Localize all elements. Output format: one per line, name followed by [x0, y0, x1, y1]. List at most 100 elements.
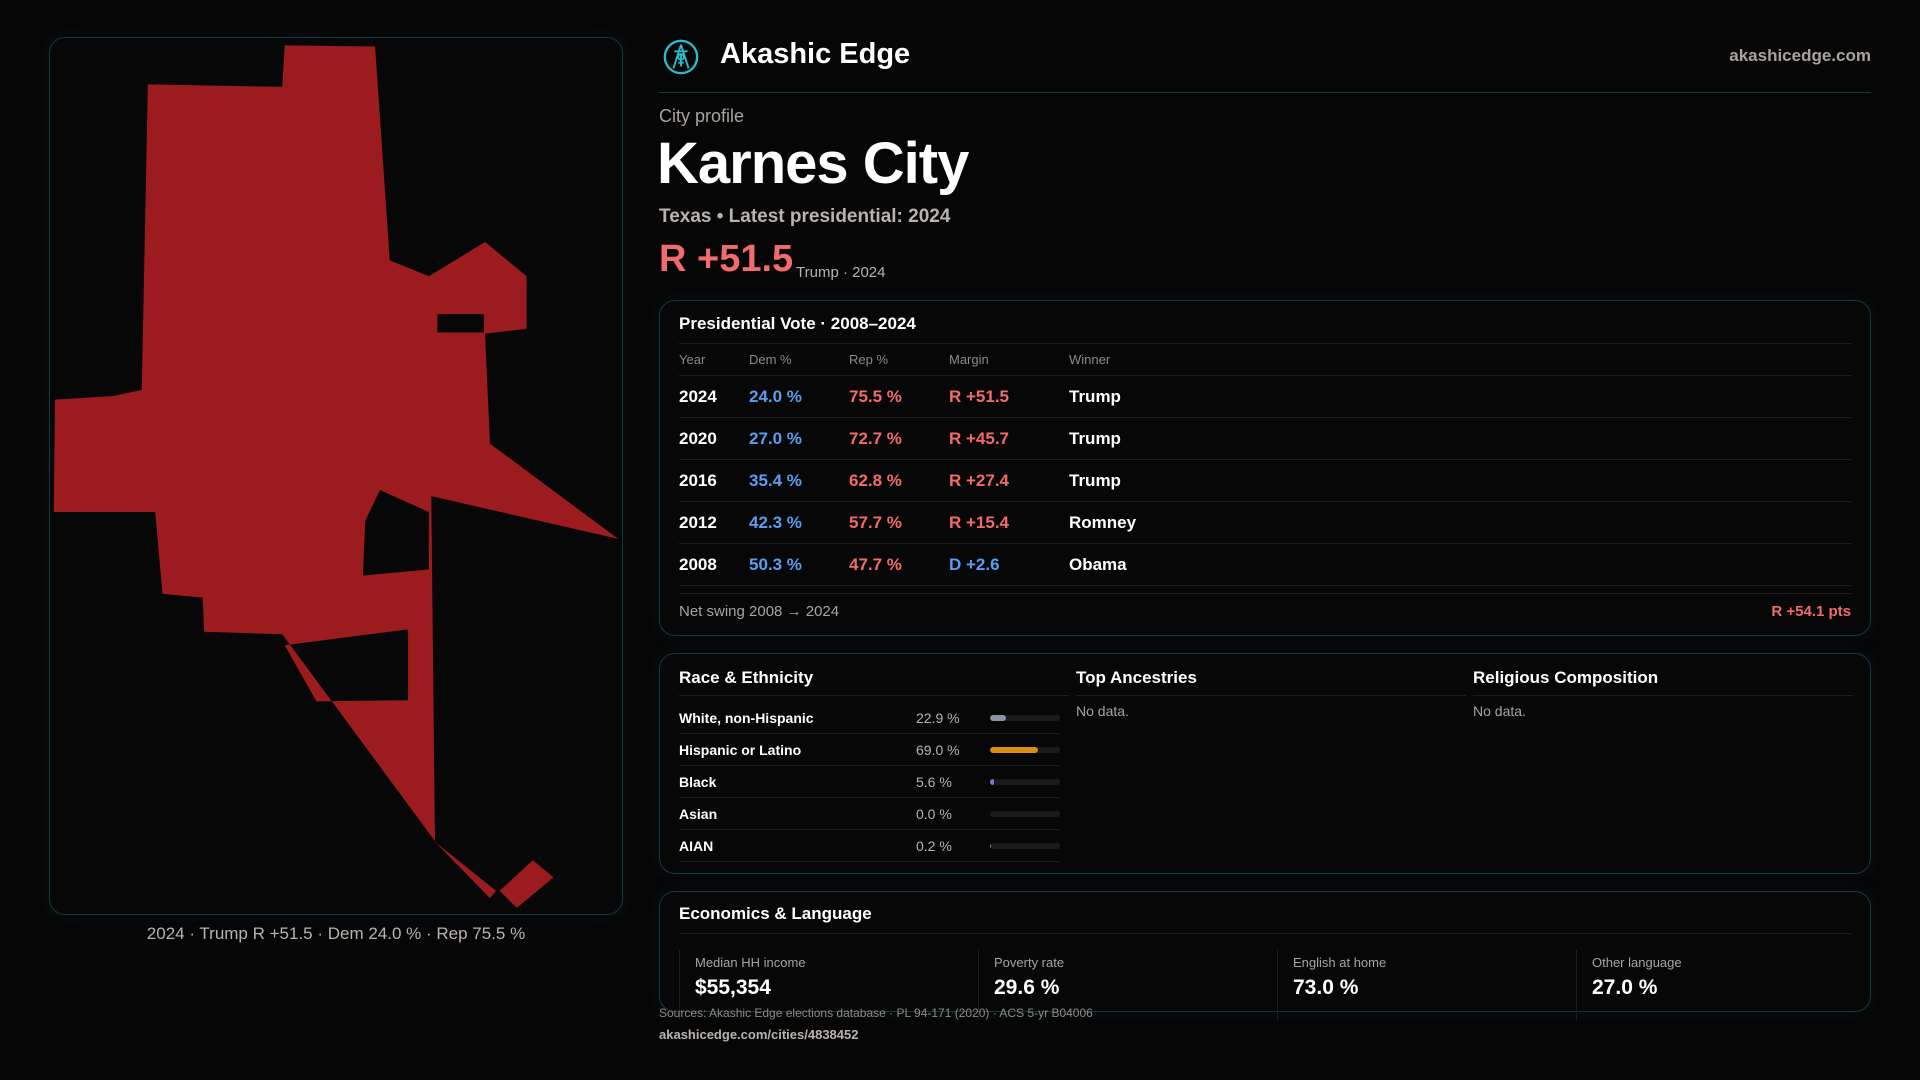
- dem-pct: 50.3 %: [749, 555, 802, 574]
- year: 2024: [679, 387, 717, 406]
- table-header: Year Dem % Rep % Margin Winner: [679, 344, 1851, 376]
- page-subtitle: Texas • Latest presidential: 2024: [659, 206, 951, 227]
- header-divider: [659, 92, 1871, 93]
- rep-pct: 75.5 %: [849, 387, 902, 406]
- race-pct: 22.9 %: [916, 710, 960, 726]
- stat-value: $55,354: [695, 976, 771, 999]
- race-bar: [990, 747, 1060, 753]
- race-row: Black 5.6 %: [679, 766, 1060, 798]
- margin: R +15.4: [949, 513, 1010, 532]
- headline-margin-note: Trump · 2024: [796, 264, 886, 281]
- race-row: White, non-Hispanic 22.9 %: [679, 702, 1060, 734]
- race-label: Asian: [679, 806, 718, 822]
- brand-logo-icon: [663, 39, 699, 75]
- col-winner: Winner: [1069, 352, 1111, 367]
- table-row: 2020 27.0 % 72.7 % R +45.7 Trump: [679, 419, 1851, 460]
- table-row: 2008 50.3 % 47.7 % D +2.6 Obama: [679, 545, 1851, 586]
- stat-label: Other language: [1592, 955, 1682, 970]
- stat-value: 73.0 %: [1293, 976, 1359, 999]
- race-label: AIAN: [679, 838, 714, 854]
- table-row: 2024 24.0 % 75.5 % R +51.5 Trump: [679, 377, 1851, 418]
- race-row: AIAN 0.2 %: [679, 830, 1060, 862]
- race-pct: 69.0 %: [916, 742, 960, 758]
- race-bar-fill: [990, 715, 1007, 721]
- race-pct: 5.6 %: [916, 774, 952, 790]
- race-label: Hispanic or Latino: [679, 742, 802, 758]
- race-bar-fill: [990, 747, 1039, 753]
- rep-pct: 62.8 %: [849, 471, 902, 490]
- site-link[interactable]: akashicedge.com: [1729, 46, 1871, 65]
- stat-value: 27.0 %: [1592, 976, 1658, 999]
- dem-pct: 35.4 %: [749, 471, 802, 490]
- net-swing-value: R +54.1 pts: [1771, 603, 1851, 620]
- race-bar: [990, 843, 1060, 849]
- margin: R +27.4: [949, 471, 1010, 490]
- section-title: Race & Ethnicity: [679, 668, 814, 687]
- stat-label: English at home: [1293, 955, 1387, 970]
- year: 2016: [679, 471, 717, 490]
- section-title: Religious Composition: [1473, 668, 1659, 687]
- demographics-panel: Race & Ethnicity White, non-Hispanic 22.…: [659, 653, 1871, 874]
- col-dem: Dem %: [749, 352, 792, 367]
- col-margin: Margin: [949, 352, 989, 367]
- winner: Trump: [1069, 429, 1121, 448]
- race-pct: 0.2 %: [916, 838, 952, 854]
- race-row: Hispanic or Latino 69.0 %: [679, 734, 1060, 766]
- race-row: Asian 0.0 %: [679, 798, 1060, 830]
- brand-name: Akashic Edge: [720, 38, 911, 70]
- winner: Trump: [1069, 471, 1121, 490]
- race-bar: [990, 779, 1060, 785]
- year: 2020: [679, 429, 717, 448]
- boundary-polygon: [53, 45, 619, 908]
- rep-pct: 47.7 %: [849, 555, 902, 574]
- headline-margin: R +51.5: [659, 238, 794, 280]
- race-label: Black: [679, 774, 717, 790]
- presidential-vote-panel: Presidential Vote · 2008–2024 Year Dem %…: [659, 300, 1871, 636]
- table-row: 2012 42.3 % 57.7 % R +15.4 Romney: [679, 503, 1851, 544]
- net-swing-label: Net swing 2008 → 2024: [679, 603, 840, 620]
- year: 2012: [679, 513, 717, 532]
- margin: D +2.6: [949, 555, 1000, 574]
- empty-state: No data.: [1473, 703, 1526, 719]
- winner: Trump: [1069, 387, 1121, 406]
- rep-pct: 72.7 %: [849, 429, 902, 448]
- rep-pct: 57.7 %: [849, 513, 902, 532]
- stat-cell: Poverty rate 29.6 %: [978, 950, 1268, 1020]
- page-url-link[interactable]: akashicedge.com/cities/4838452: [659, 1027, 859, 1042]
- divider: [679, 695, 1069, 696]
- panel-title: Economics & Language: [679, 904, 872, 923]
- margin: R +51.5: [949, 387, 1010, 406]
- race-bar-fill: [990, 779, 994, 785]
- stat-cell: Median HH income $55,354: [679, 950, 969, 1020]
- dem-pct: 27.0 %: [749, 429, 802, 448]
- divider: [679, 933, 1851, 934]
- stat-label: Poverty rate: [994, 955, 1065, 970]
- stat-label: Median HH income: [695, 955, 806, 970]
- stat-cell: English at home 73.0 %: [1277, 950, 1567, 1020]
- city-boundary-shape: [53, 45, 619, 908]
- city-boundary-map[interactable]: [49, 37, 623, 915]
- divider: [1076, 695, 1466, 696]
- economics-panel: Economics & Language Median HH income $5…: [659, 891, 1871, 1020]
- section-title: Top Ancestries: [1076, 668, 1197, 687]
- page-kicker: City profile: [659, 106, 745, 126]
- col-year: Year: [679, 352, 706, 367]
- year: 2008: [679, 555, 717, 574]
- dem-pct: 42.3 %: [749, 513, 802, 532]
- col-rep: Rep %: [849, 352, 889, 367]
- dem-pct: 24.0 %: [749, 387, 802, 406]
- map-caption: 2024 · Trump R +51.5 · Dem 24.0 % · Rep …: [146, 924, 526, 943]
- winner: Obama: [1069, 555, 1127, 574]
- divider: [679, 343, 1851, 344]
- margin: R +45.7: [949, 429, 1010, 448]
- race-bar: [990, 811, 1060, 817]
- page-title: Karnes City: [657, 131, 969, 196]
- sources-note: Sources: Akashic Edge elections database…: [659, 1006, 1093, 1020]
- table-row: 2016 35.4 % 62.8 % R +27.4 Trump: [679, 461, 1851, 502]
- empty-state: No data.: [1076, 703, 1129, 719]
- race-pct: 0.0 %: [916, 806, 952, 822]
- panel-title: Presidential Vote · 2008–2024: [679, 314, 916, 333]
- race-label: White, non-Hispanic: [679, 710, 814, 726]
- race-bar: [990, 715, 1060, 721]
- stat-cell: Other language 27.0 %: [1576, 950, 1866, 1020]
